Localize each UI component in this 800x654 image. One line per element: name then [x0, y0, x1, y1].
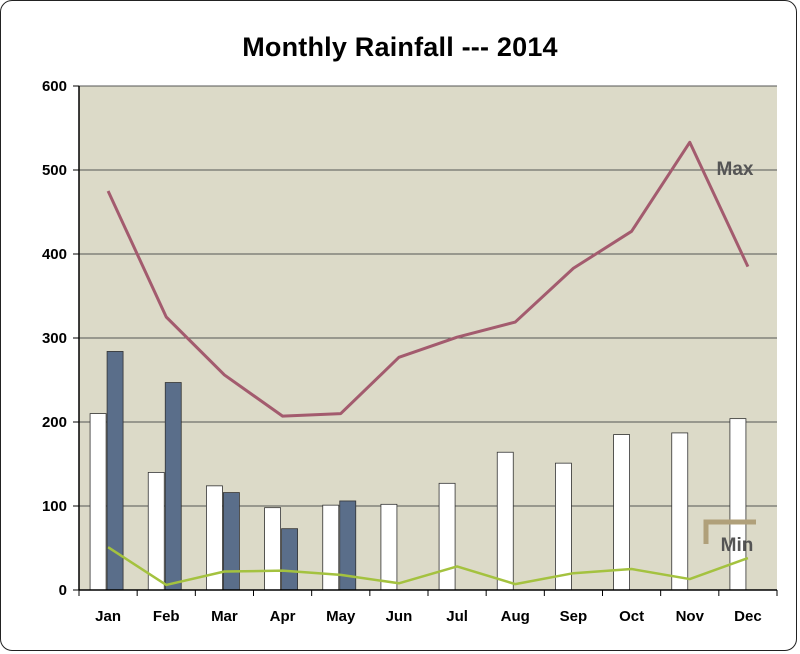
- x-tick-label: Sep: [560, 608, 588, 625]
- y-tick-label: 0: [59, 582, 67, 599]
- x-tick-label: Jan: [95, 608, 121, 625]
- line-max: [106, 140, 750, 418]
- bar-average-aug: [496, 451, 514, 591]
- x-tick-label: Oct: [619, 608, 644, 625]
- y-tick-label: 600: [42, 78, 67, 95]
- min-label: Min: [721, 535, 754, 556]
- y-tick-label: 200: [42, 414, 67, 431]
- bar-average-may: [322, 504, 340, 591]
- bar-average-oct: [613, 434, 630, 591]
- y-tick-label: 400: [42, 246, 67, 263]
- bar-average-feb: [147, 471, 165, 591]
- bar-average-nov: [671, 432, 689, 591]
- bar-2014-feb: [164, 382, 182, 591]
- line-min: [107, 546, 749, 587]
- x-tick-label: Feb: [153, 608, 180, 625]
- x-tick-label: Jul: [446, 608, 468, 625]
- x-tick-label: Apr: [270, 608, 296, 625]
- bar-2014-mar: [223, 492, 240, 591]
- bar-average-jul: [438, 482, 456, 591]
- chart-title: Monthly Rainfall --- 2014: [242, 32, 558, 62]
- x-tick-label: Aug: [501, 608, 530, 625]
- axis-labels: 0 100 200 300 400 500 600 Jan Feb Mar Apr May Jun Jul…: [42, 78, 762, 625]
- gridlines: [79, 85, 777, 507]
- bar-average-apr: [264, 507, 281, 591]
- x-tick-label: May: [326, 608, 356, 625]
- x-tick-label: Jun: [386, 608, 413, 625]
- x-tick-label: Nov: [676, 608, 705, 625]
- bars: [89, 351, 747, 591]
- y-tick-label: 300: [42, 330, 67, 347]
- x-tick-label: Dec: [734, 608, 762, 625]
- annotations: Max Min: [703, 159, 756, 556]
- bar-2014-apr: [281, 528, 298, 591]
- max-label: Max: [717, 159, 754, 180]
- min-label-bracket: [703, 519, 756, 544]
- bar-average-jan: [89, 413, 107, 591]
- bar-average-sep: [555, 462, 572, 591]
- series-lines: [106, 140, 750, 587]
- axes: [73, 85, 778, 596]
- y-tick-label: 100: [42, 498, 67, 515]
- y-tick-label: 500: [42, 162, 67, 179]
- x-tick-label: Mar: [211, 608, 238, 625]
- bar-average-jun: [380, 503, 398, 591]
